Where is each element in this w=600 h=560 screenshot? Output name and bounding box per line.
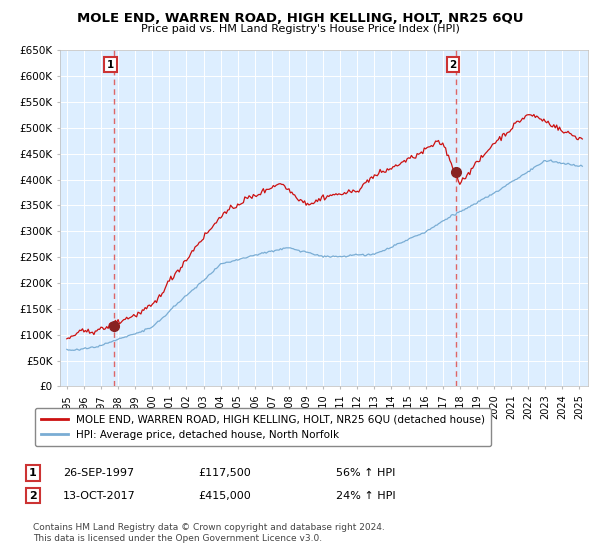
Text: 26-SEP-1997: 26-SEP-1997 xyxy=(63,468,134,478)
Text: Price paid vs. HM Land Registry's House Price Index (HPI): Price paid vs. HM Land Registry's House … xyxy=(140,24,460,34)
Text: 13-OCT-2017: 13-OCT-2017 xyxy=(63,491,136,501)
Text: 1: 1 xyxy=(107,60,114,70)
Text: 2: 2 xyxy=(449,60,457,70)
Text: MOLE END, WARREN ROAD, HIGH KELLING, HOLT, NR25 6QU: MOLE END, WARREN ROAD, HIGH KELLING, HOL… xyxy=(77,12,523,25)
Text: 1: 1 xyxy=(29,468,37,478)
Text: Contains HM Land Registry data © Crown copyright and database right 2024.
This d: Contains HM Land Registry data © Crown c… xyxy=(33,524,385,543)
Text: 56% ↑ HPI: 56% ↑ HPI xyxy=(336,468,395,478)
Legend: MOLE END, WARREN ROAD, HIGH KELLING, HOLT, NR25 6QU (detached house), HPI: Avera: MOLE END, WARREN ROAD, HIGH KELLING, HOL… xyxy=(35,408,491,446)
Text: £415,000: £415,000 xyxy=(198,491,251,501)
Text: £117,500: £117,500 xyxy=(198,468,251,478)
Text: 2: 2 xyxy=(29,491,37,501)
Text: 24% ↑ HPI: 24% ↑ HPI xyxy=(336,491,395,501)
